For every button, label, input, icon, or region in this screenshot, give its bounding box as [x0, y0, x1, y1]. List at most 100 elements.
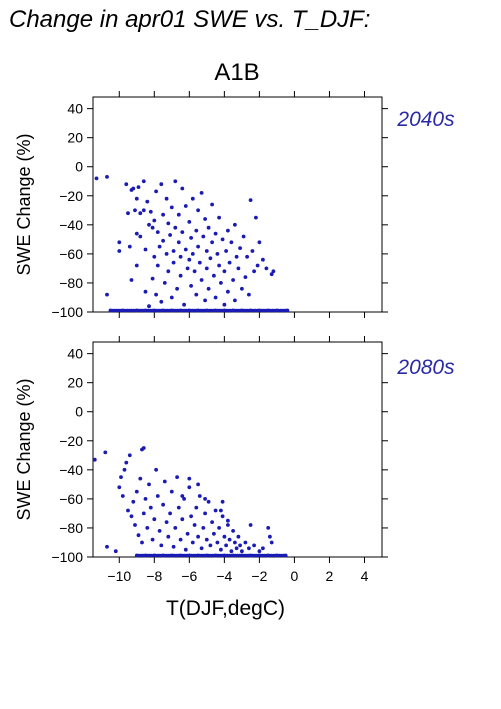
data-point	[136, 185, 141, 190]
data-point	[220, 237, 225, 242]
figure-title: Change in apr01 SWE vs. T_DJF:	[9, 6, 371, 33]
data-point	[199, 546, 204, 551]
data-point	[117, 240, 122, 245]
data-point	[127, 453, 132, 458]
data-point	[159, 299, 164, 304]
data-point	[124, 460, 129, 465]
data-point	[217, 526, 222, 530]
data-point	[138, 476, 143, 481]
data-point	[222, 302, 227, 307]
data-point	[147, 222, 151, 227]
data-point	[226, 518, 230, 523]
data-point	[254, 215, 258, 220]
y-tick-label: −60	[59, 491, 83, 507]
data-point	[192, 523, 197, 527]
data-point	[166, 221, 171, 226]
data-point	[103, 450, 108, 455]
data-point	[208, 543, 213, 548]
data-point	[171, 544, 176, 549]
data-point	[194, 505, 199, 510]
data-point	[117, 485, 122, 490]
x-tick-label: −8	[146, 568, 162, 584]
data-point	[138, 211, 143, 216]
data-point	[238, 543, 243, 548]
data-point	[119, 475, 123, 479]
data-point	[134, 489, 139, 494]
data-point	[152, 517, 157, 522]
data-point	[203, 511, 208, 516]
data-point	[219, 281, 223, 285]
data-point	[183, 247, 188, 252]
data-point	[176, 240, 181, 245]
data-point	[285, 308, 289, 313]
data-point	[204, 537, 209, 542]
data-point	[201, 526, 206, 530]
data-point	[196, 208, 201, 213]
data-point	[161, 212, 166, 217]
data-point	[173, 526, 178, 530]
data-point	[212, 531, 216, 536]
data-point	[141, 179, 146, 184]
data-point	[220, 514, 225, 519]
data-point	[105, 175, 109, 179]
data-point	[233, 298, 237, 303]
data-point	[261, 257, 265, 262]
data-point	[178, 537, 183, 542]
x-axis-title: T(DJF,degC)	[166, 597, 285, 620]
data-point	[208, 256, 213, 261]
data-point	[201, 234, 206, 239]
data-point	[182, 302, 187, 307]
data-point	[168, 511, 173, 516]
data-point	[189, 236, 194, 240]
y-tick-label: −40	[59, 462, 83, 478]
data-point	[257, 549, 262, 554]
x-tick-label: 4	[361, 568, 369, 584]
data-point	[124, 182, 129, 187]
data-point	[127, 244, 132, 249]
data-point	[199, 191, 204, 195]
data-point	[157, 244, 162, 249]
scenario-label: A1B	[214, 59, 259, 86]
data-point	[171, 249, 176, 253]
data-point	[257, 240, 262, 245]
data-point	[224, 249, 229, 253]
data-point	[206, 499, 211, 504]
y-tick-label: 40	[67, 101, 83, 117]
data-point	[117, 249, 122, 253]
data-point	[183, 204, 188, 208]
data-point	[266, 526, 271, 530]
x-tick-label: −2	[251, 568, 267, 584]
data-point	[162, 479, 167, 484]
y-tick-label: 0	[75, 159, 83, 175]
data-point	[155, 263, 160, 268]
data-point	[175, 286, 180, 291]
data-point	[161, 502, 166, 507]
data-point	[176, 505, 181, 510]
y-tick-label: 0	[75, 404, 83, 420]
data-point	[166, 534, 171, 539]
data-point	[120, 494, 125, 498]
data-point	[194, 228, 199, 233]
data-point	[176, 212, 181, 217]
data-point	[213, 231, 218, 236]
y-tick-label: −80	[59, 520, 83, 536]
data-point	[133, 523, 137, 527]
data-point	[148, 209, 153, 214]
y-tick-label: −100	[51, 304, 83, 320]
data-point	[140, 540, 144, 545]
y-tick-label: −100	[51, 549, 83, 565]
data-point	[131, 186, 136, 191]
y-tick-label: −40	[59, 217, 83, 233]
y-axis-title: SWE Change (%)	[14, 133, 34, 275]
data-point	[229, 549, 234, 554]
data-point	[197, 494, 202, 498]
data-point	[148, 505, 153, 510]
data-point	[199, 278, 204, 282]
data-point	[183, 547, 188, 552]
y-tick-label: 40	[67, 346, 83, 362]
data-point	[210, 520, 215, 524]
data-point	[252, 269, 256, 274]
data-point	[236, 534, 241, 539]
data-point	[157, 529, 162, 533]
